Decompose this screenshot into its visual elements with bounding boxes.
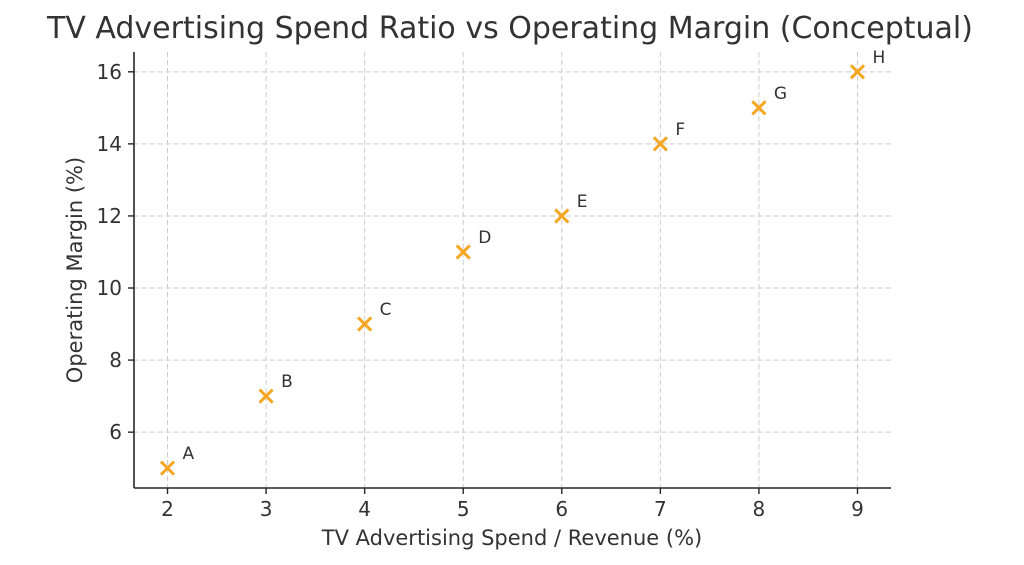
x-tick-label: 3 [260, 497, 273, 521]
chart-title: TV Advertising Spend Ratio vs Operating … [46, 11, 973, 46]
scatter-point: C [357, 300, 392, 332]
scatter-point: B [258, 372, 293, 404]
axes [133, 52, 891, 489]
point-label: A [183, 444, 195, 464]
y-tick-label: 14 [97, 132, 122, 156]
scatter-point: E [554, 192, 588, 224]
x-axis-ticks: 2 3 4 5 6 7 8 9 [161, 488, 864, 521]
y-tick-label: 16 [97, 60, 122, 84]
point-marker-stroke [455, 244, 471, 260]
x-tick-label: 4 [358, 497, 371, 521]
x-tick-label: 6 [555, 497, 568, 521]
point-marker-stroke [751, 100, 767, 116]
point-label: C [380, 300, 392, 320]
point-marker-stroke [159, 460, 176, 476]
point-marker-stroke [652, 136, 668, 152]
point-label: E [577, 192, 588, 212]
y-tick-label: 10 [97, 276, 122, 300]
y-axis-label: Operating Margin (%) [63, 157, 87, 383]
grid [134, 52, 891, 488]
y-tick-label: 8 [109, 348, 122, 372]
y-axis-ticks: 6 8 10 12 14 16 [97, 60, 134, 444]
x-tick-label: 5 [457, 497, 470, 521]
x-tick-label: 7 [654, 497, 667, 521]
point-label: G [774, 84, 787, 104]
scatter-point: D [455, 228, 491, 260]
x-tick-label: 8 [753, 497, 766, 521]
x-tick-label: 2 [161, 497, 174, 521]
scatter-point: G [751, 84, 787, 116]
point-label: F [675, 120, 685, 140]
x-tick-label: 9 [851, 497, 864, 521]
y-tick-label: 12 [97, 204, 122, 228]
point-marker-stroke [357, 316, 373, 332]
scatter-point: F [652, 120, 685, 152]
point-label: D [478, 228, 491, 248]
scatter-point: H [849, 48, 885, 80]
y-tick-label: 6 [109, 420, 122, 444]
point-marker-stroke [258, 388, 274, 404]
point-label: B [281, 372, 293, 392]
x-axis-label: TV Advertising Spend / Revenue (%) [321, 526, 702, 550]
point-marker-stroke [554, 208, 570, 224]
data-points: A B C D E F G H [159, 48, 885, 476]
point-marker-stroke [849, 64, 866, 80]
scatter-point: A [159, 444, 195, 476]
point-label: H [872, 48, 885, 68]
